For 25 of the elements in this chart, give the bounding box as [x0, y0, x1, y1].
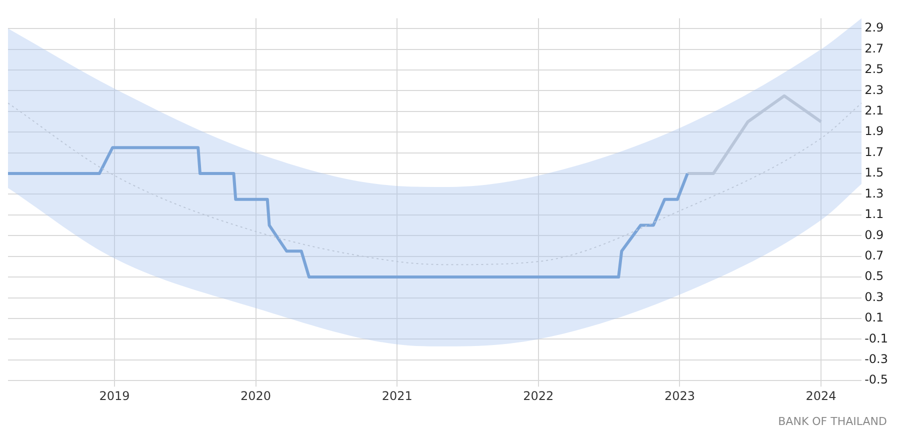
y-tick-label: -0.3 — [864, 352, 888, 366]
y-tick-label: 2.9 — [864, 20, 884, 35]
y-tick-label: 2.7 — [864, 41, 884, 56]
y-tick-label: 0.3 — [864, 290, 884, 304]
y-tick-label: 0.7 — [864, 248, 884, 262]
x-tick-label: 2024 — [806, 388, 836, 403]
y-tick-label: -0.1 — [864, 331, 888, 346]
y-tick-label: 1.5 — [864, 166, 884, 180]
x-tick-label: 2019 — [99, 388, 130, 403]
x-tick-label: 2022 — [523, 388, 554, 403]
y-tick-label: 1.1 — [864, 207, 884, 222]
y-tick-label: 2.1 — [864, 104, 884, 118]
y-tick-label: 1.3 — [864, 186, 884, 200]
y-tick-label: 0.5 — [864, 269, 884, 284]
y-tick-label: 1.7 — [864, 144, 884, 159]
y-tick-label: 1.9 — [864, 124, 884, 138]
x-tick-label: 2023 — [664, 388, 696, 403]
y-tick-label: 0.1 — [864, 310, 884, 325]
text: BANK OF THAILAND — [778, 415, 887, 428]
y-tick-label: 2.5 — [864, 62, 884, 76]
x-tick-label: 2021 — [382, 388, 412, 403]
x-tick-label: 2020 — [240, 388, 272, 403]
y-tick-label: 0.9 — [864, 228, 884, 242]
y-tick-label: 2.3 — [864, 82, 884, 97]
y-tick-label: -0.5 — [864, 372, 888, 387]
